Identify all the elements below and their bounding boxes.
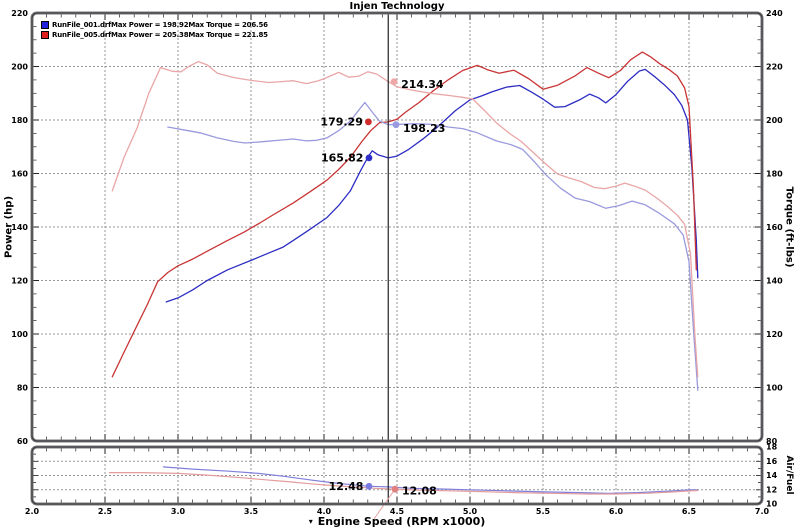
legend-max-torque: Max Torque = 221.85 [188,31,268,39]
rpm-tick-label: 5.5 [536,507,551,516]
cursor-value-label: 12.48 [329,480,364,493]
torque-tick-label: 220 [766,63,783,72]
legend-file-name: RunFile_005.drf [52,31,111,39]
power-axis-title: Power (hp) [3,195,15,259]
legend-file-name: RunFile_001.drf [52,21,111,29]
runfile-005-drf-torque-curve [111,60,699,378]
runfile-005-drf-power-curve [111,51,697,378]
legend-max-power: Max Power = 198.92 [110,21,189,29]
torque-tick-label: 100 [766,384,783,393]
power-tick-label: 140 [11,223,28,232]
main-panel-frame-inner [31,12,763,442]
power-tick-label: 200 [11,63,28,72]
torque-tick-label: 160 [766,223,783,232]
runfile-001-drf-torque-curve [167,101,699,391]
cursor-value-label: 165.82 [321,151,363,164]
cursor-value-label: 179.29 [320,115,362,128]
torque-tick-label: 180 [766,170,783,179]
power-tick-label: 60 [17,437,29,446]
x-axis-title: Engine Speed (RPM x1000) [317,515,486,528]
cursor-dot [392,121,400,129]
cursor-dot [391,485,399,493]
rpm-tick-label: 2.5 [98,507,113,516]
cursor-dot [365,154,373,162]
power-tick-label: 100 [11,330,28,339]
rpm-tick-label: 6.5 [682,507,697,516]
cursor-value-label: 12.08 [402,485,437,498]
cursor-dot [390,78,398,85]
legend-swatch-blue-icon [41,21,49,29]
rpm-tick-label: 7.0 [755,507,770,516]
x-axis-dropdown-icon[interactable]: ▾ [308,517,313,526]
power-tick-label: 160 [11,170,28,179]
air-fuel-tick-label: 16 [766,457,778,466]
air-fuel-tick-label: 10 [766,500,778,509]
legend-entry-runfile-001[interactable]: RunFile_001.drf Max Power = 198.92 Max T… [41,20,268,30]
runfile-001-drf-air-fuel-curve [162,466,699,494]
torque-tick-label: 120 [766,330,783,339]
cursor-value-label: 198.23 [403,122,445,135]
cursor-value-label: 214.34 [401,78,444,91]
air-fuel-axis-title: Air/Fuel [784,455,794,495]
torque-tick-label: 240 [766,9,783,18]
air-fuel-tick-label: 14 [766,471,778,480]
af-panel-frame-inner [31,446,763,505]
torque-tick-label: 80 [766,437,778,446]
cursor-dot [365,118,372,126]
power-tick-label: 220 [11,9,28,18]
runfile-001-drf-power-curve [165,68,699,303]
rpm-tick-label: 3.5 [244,507,259,516]
torque-tick-label: 200 [766,116,783,125]
air-fuel-tick-label: 18 [766,443,778,452]
power-tick-label: 80 [17,384,29,393]
torque-axis-title: Torque (ft-lbs) [783,186,795,268]
legend: RunFile_001.drf Max Power = 198.92 Max T… [41,20,268,40]
chart-title: Injen Technology [349,1,445,12]
rpm-tick-label: 4.0 [317,507,332,516]
power-tick-label: 120 [11,277,28,286]
rpm-tick-label: 4.5 [390,507,405,516]
legend-max-power: Max Power = 205.38 [110,31,189,39]
rpm-tick-label: 6.0 [609,507,624,516]
rpm-tick-label: 5.0 [463,507,478,516]
legend-swatch-red-icon [41,31,49,39]
rpm-tick-label: 2.0 [25,507,40,516]
air-fuel-tick-label: 12 [766,485,777,494]
legend-entry-runfile-005[interactable]: RunFile_005.drf Max Power = 205.38 Max T… [41,30,268,40]
torque-tick-label: 140 [766,277,783,286]
rpm-tick-label: 3.0 [171,507,186,516]
power-tick-label: 180 [11,116,28,125]
x-axis-title-row: ▾ Engine Speed (RPM x1000) [32,515,762,528]
legend-max-torque: Max Torque = 206.56 [188,21,268,29]
cursor-dot [365,482,373,490]
